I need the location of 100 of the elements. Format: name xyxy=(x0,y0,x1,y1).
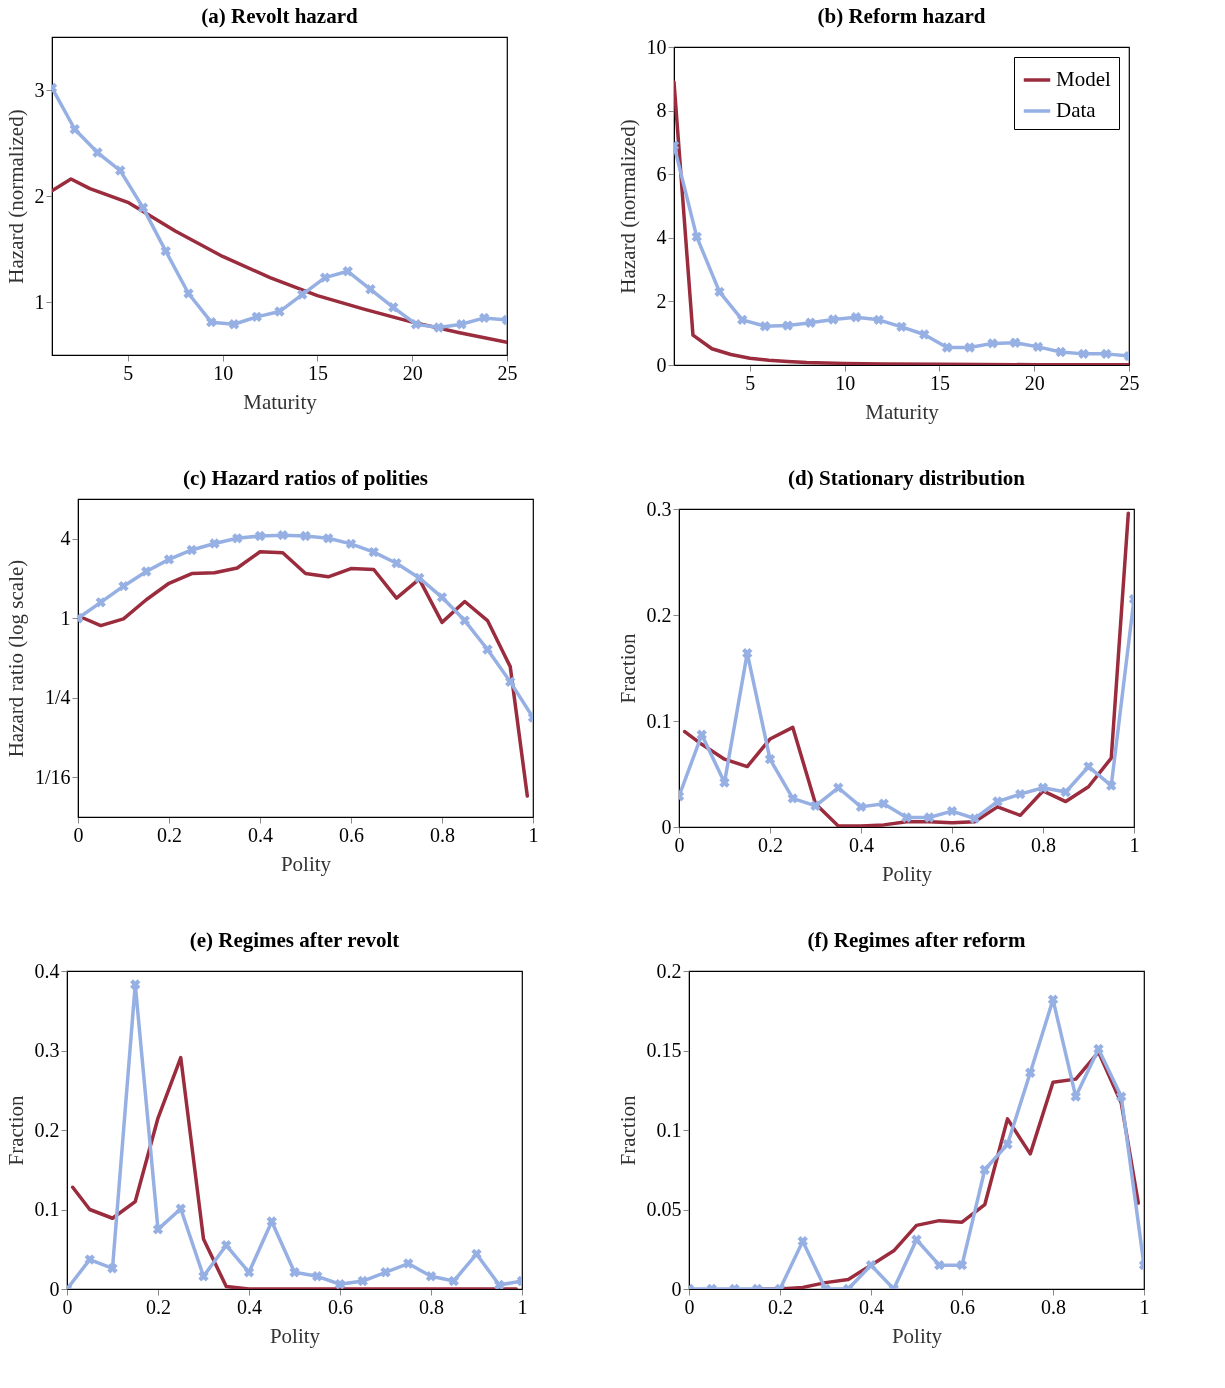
point xyxy=(410,319,422,330)
y-tick-label: 0.2 xyxy=(656,959,682,982)
point xyxy=(828,314,839,325)
x-tick-label: 0.8 xyxy=(1041,1295,1066,1318)
y-tick-label: 0.15 xyxy=(646,1039,682,1061)
x-tick-label: 25 xyxy=(1119,371,1140,394)
point xyxy=(1060,786,1071,798)
point xyxy=(1002,1139,1013,1150)
y-tick-label: 3 xyxy=(34,78,45,101)
point xyxy=(737,314,748,326)
x-tick-label: 0.4 xyxy=(237,1295,262,1318)
point xyxy=(342,266,353,277)
x-tick-label: 0.4 xyxy=(859,1295,884,1318)
y-tick-label: 0.1 xyxy=(646,709,672,732)
point xyxy=(323,533,334,544)
y-tick-label: 0 xyxy=(49,1277,60,1300)
chart-title: (a) Revolt hazard xyxy=(201,4,358,28)
point xyxy=(130,979,141,990)
point xyxy=(850,312,862,323)
point xyxy=(403,1258,414,1269)
point xyxy=(714,286,725,298)
point xyxy=(251,311,262,323)
x-tick-label: 15 xyxy=(929,371,950,394)
point xyxy=(494,1279,505,1289)
point xyxy=(787,793,798,804)
x-tick-label: 1 xyxy=(528,823,539,846)
point xyxy=(319,272,331,283)
y-tick-label: 0.05 xyxy=(646,1198,682,1220)
y-axis-title: Hazard (normalized) xyxy=(615,119,640,294)
point xyxy=(388,302,399,313)
x-tick-label: 0.4 xyxy=(849,833,874,856)
chart-title: (e) Regimes after revolt xyxy=(189,928,400,952)
point xyxy=(115,165,126,176)
point xyxy=(198,1271,209,1282)
point xyxy=(95,597,106,608)
x-tick-label: 20 xyxy=(402,361,423,384)
x-tick-label: 1 xyxy=(1139,1295,1150,1318)
point xyxy=(924,812,935,823)
x-tick-label: 15 xyxy=(307,361,328,384)
x-tick-label: 1 xyxy=(1129,833,1140,856)
x-tick-label: 10 xyxy=(835,371,856,394)
point xyxy=(425,1271,437,1282)
point xyxy=(137,202,149,213)
x-tick-label: 0.6 xyxy=(950,1295,975,1318)
point xyxy=(277,529,288,541)
point xyxy=(433,322,444,333)
chart-title: (f) Regimes after reform xyxy=(807,928,1026,952)
point xyxy=(471,1248,482,1260)
point xyxy=(764,753,776,765)
point xyxy=(919,329,930,340)
point xyxy=(1047,994,1059,1005)
x-tick-label: 20 xyxy=(1024,371,1045,394)
y-tick-label: 1 xyxy=(34,290,45,313)
point xyxy=(152,1224,164,1235)
x-axis-title: Polity xyxy=(891,1323,943,1348)
point xyxy=(266,1216,277,1227)
point xyxy=(141,566,152,577)
point xyxy=(297,289,308,300)
x-axis-title: Polity xyxy=(269,1323,321,1348)
point xyxy=(742,647,753,659)
x-tick-label: 1 xyxy=(517,1295,528,1318)
point xyxy=(969,813,980,824)
y-tick-label: 2 xyxy=(34,184,45,207)
y-tick-label: 0.1 xyxy=(34,1198,60,1220)
line-series xyxy=(682,511,1131,827)
point xyxy=(1106,780,1117,791)
y-tick-label: 0.3 xyxy=(646,497,672,520)
point xyxy=(782,320,793,331)
y-tick-label: 1/4 xyxy=(44,686,71,709)
point xyxy=(186,544,197,556)
point xyxy=(448,1275,459,1287)
point xyxy=(175,1203,186,1214)
point xyxy=(436,592,448,603)
point xyxy=(1116,1091,1127,1102)
point xyxy=(964,342,975,353)
point xyxy=(979,1164,990,1175)
point xyxy=(357,1275,368,1287)
point xyxy=(987,338,998,349)
point xyxy=(810,800,821,811)
x-tick-label: 0.2 xyxy=(157,823,182,846)
point xyxy=(209,538,220,549)
chart-title: (d) Stationary distribution xyxy=(788,466,1026,490)
point xyxy=(946,805,958,817)
legend-label: Model xyxy=(1056,67,1111,91)
point xyxy=(380,1267,391,1278)
point xyxy=(92,147,103,158)
y-tick-label: 1 xyxy=(60,606,71,629)
y-axis-title: Fraction xyxy=(615,1095,640,1166)
chart-title: (b) Reform hazard xyxy=(817,4,986,28)
point xyxy=(274,306,285,317)
point xyxy=(160,245,171,257)
point xyxy=(691,231,702,243)
x-tick-label: 0.2 xyxy=(758,833,783,856)
chart-title: (c) Hazard ratios of polities xyxy=(183,466,428,490)
y-tick-label: 1/16 xyxy=(34,765,71,788)
y-axis-title: Fraction xyxy=(3,1095,28,1166)
x-tick-label: 0.6 xyxy=(940,833,965,856)
point xyxy=(300,530,311,542)
y-tick-label: 0.2 xyxy=(646,603,672,626)
point xyxy=(84,1254,95,1265)
